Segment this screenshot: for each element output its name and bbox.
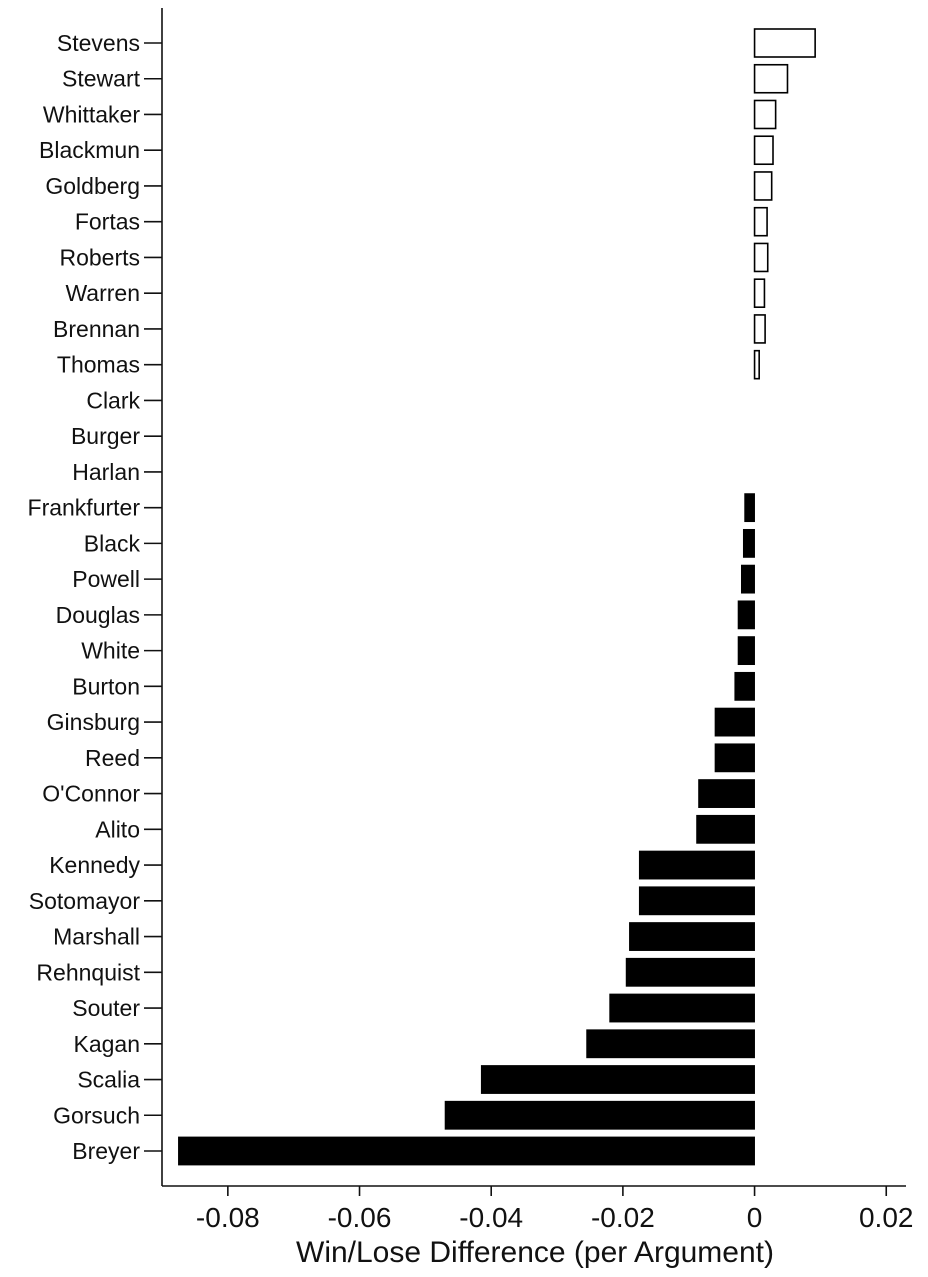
x-axis: -0.08 -0.06 -0.04 -0.02 0 0.02 xyxy=(162,1185,914,1233)
y-tick-label: Burton xyxy=(72,673,140,699)
bar xyxy=(586,1029,755,1059)
y-tick-label: Frankfurter xyxy=(28,495,141,521)
bar xyxy=(698,779,755,808)
x-tick-label: 0 xyxy=(747,1202,763,1233)
bar xyxy=(753,349,760,380)
y-tick-label: Alito xyxy=(95,816,140,842)
bar xyxy=(753,314,766,344)
x-tick-label: 0.02 xyxy=(859,1202,914,1233)
y-tick-label: Rehnquist xyxy=(36,959,140,985)
bar xyxy=(625,957,755,987)
bar xyxy=(609,993,755,1023)
x-tick-label: -0.08 xyxy=(196,1202,260,1233)
bar xyxy=(753,28,816,58)
bar xyxy=(737,600,755,630)
y-tick-label: Brennan xyxy=(53,316,140,342)
y-tick-label: Douglas xyxy=(56,602,140,628)
bar xyxy=(638,886,755,916)
y-tick-label: Marshall xyxy=(53,924,140,950)
bar xyxy=(444,1100,755,1130)
bar xyxy=(480,1065,755,1094)
bar xyxy=(753,171,773,201)
bar xyxy=(638,850,755,880)
bar xyxy=(629,922,755,951)
bar xyxy=(734,671,755,701)
x-tick-label: -0.04 xyxy=(459,1202,523,1233)
bar xyxy=(714,707,755,737)
bar xyxy=(753,206,768,237)
y-tick-label: Kagan xyxy=(73,1031,140,1057)
bar xyxy=(753,278,766,308)
y-tick-label: Goldberg xyxy=(45,173,140,199)
y-tick-label: White xyxy=(81,638,140,664)
bar xyxy=(740,564,755,594)
y-tick-label: Stevens xyxy=(57,30,140,56)
bar xyxy=(753,135,774,166)
y-tick-label: Roberts xyxy=(59,244,140,270)
y-tick-label: Kennedy xyxy=(49,852,140,878)
y-tick-label: Harlan xyxy=(72,459,140,485)
y-tick-label: Blackmun xyxy=(39,137,140,163)
y-tick-label: O'Connor xyxy=(42,781,140,807)
y-tick-label: Souter xyxy=(72,995,140,1021)
y-tick-label: Whittaker xyxy=(43,101,140,127)
y-tick-label: Gorsuch xyxy=(53,1102,140,1128)
y-tick-label: Ginsburg xyxy=(47,709,140,735)
y-tick-label: Scalia xyxy=(77,1067,140,1093)
bar xyxy=(753,63,789,94)
y-tick-label: Thomas xyxy=(57,352,140,378)
y-tick-label: Reed xyxy=(85,745,140,771)
x-tick-label: -0.02 xyxy=(591,1202,655,1233)
bar xyxy=(178,1136,755,1166)
x-axis-title: Win/Lose Difference (per Argument) xyxy=(296,1236,774,1269)
y-tick-label: Black xyxy=(84,530,141,556)
y-axis: Stevens Stewart Whittaker Blackmun Goldberg F… xyxy=(28,8,163,1186)
x-tick-label: -0.06 xyxy=(328,1202,392,1233)
bar xyxy=(753,99,777,130)
bar xyxy=(744,493,755,523)
y-tick-label: Fortas xyxy=(75,209,140,235)
y-tick-label: Clark xyxy=(86,387,140,413)
bars-group xyxy=(178,28,816,1166)
bar xyxy=(696,814,755,844)
bar xyxy=(753,242,769,273)
y-tick-label: Powell xyxy=(72,566,140,592)
bar xyxy=(737,636,755,666)
y-tick-label: Warren xyxy=(65,280,140,306)
bar xyxy=(742,528,755,558)
y-tick-label: Sotomayor xyxy=(29,888,141,914)
y-tick-label: Stewart xyxy=(62,66,141,92)
y-tick-label: Breyer xyxy=(72,1138,140,1164)
y-tick-label: Burger xyxy=(71,423,140,449)
bar xyxy=(714,743,755,773)
